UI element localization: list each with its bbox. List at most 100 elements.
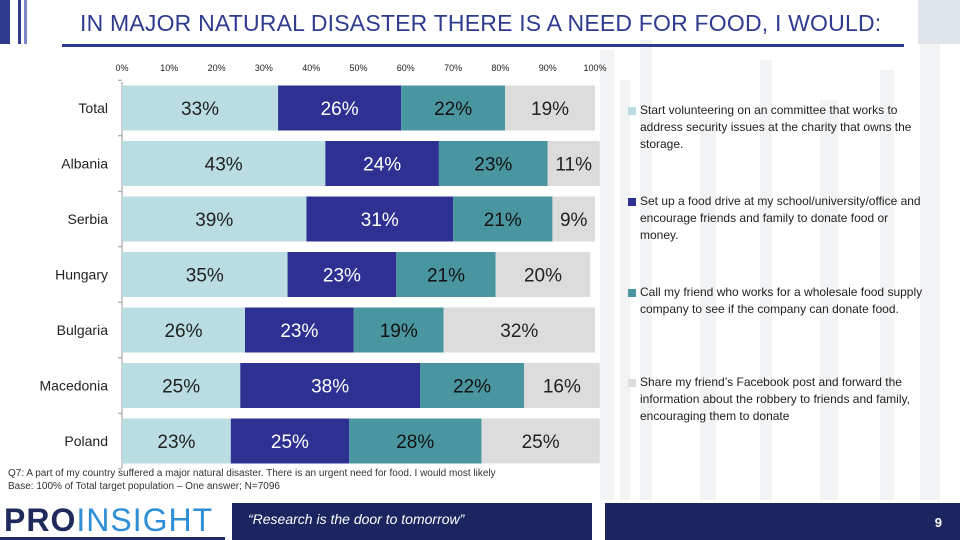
legend-label: Start volunteering on an committee that … bbox=[640, 103, 912, 151]
brand-logo: PROINSIGHT bbox=[4, 502, 213, 539]
category-label: Poland bbox=[64, 433, 108, 449]
legend-swatch bbox=[628, 107, 636, 115]
x-tick-label: 30% bbox=[255, 63, 273, 73]
x-axis-ticks: 0% 10% 20% 30% 40% 50% 60% 70% 80% 90% 100% bbox=[115, 63, 606, 73]
bar-segments bbox=[122, 85, 600, 464]
bar-segment bbox=[122, 418, 231, 464]
data-label: 22% bbox=[453, 377, 491, 398]
data-label: 16% bbox=[543, 377, 581, 398]
bar-segment bbox=[122, 307, 245, 353]
bar-segment bbox=[505, 85, 595, 131]
data-label: 22% bbox=[434, 99, 472, 120]
bar-segment bbox=[547, 141, 600, 186]
data-label: 24% bbox=[363, 155, 401, 176]
y-axis-tick-marks bbox=[118, 79, 122, 470]
data-label: 28% bbox=[396, 432, 434, 453]
legend-item-wholesale-friend: Call my friend who works for a wholesale… bbox=[628, 284, 928, 318]
x-tick-label: 50% bbox=[349, 63, 367, 73]
page-title: IN MAJOR NATURAL DISASTER THERE IS A NEE… bbox=[80, 10, 882, 36]
title-accent-line-light bbox=[24, 0, 27, 44]
data-label: 26% bbox=[321, 99, 359, 120]
data-label: 9% bbox=[560, 210, 588, 231]
data-label: 19% bbox=[531, 99, 569, 120]
bar-segment bbox=[122, 141, 326, 186]
slogan: “Research is the door to tomorrow” bbox=[248, 511, 465, 527]
data-label: 32% bbox=[500, 321, 538, 342]
bar-segment bbox=[122, 85, 279, 131]
legend-swatch bbox=[628, 198, 636, 206]
data-label: 25% bbox=[162, 377, 200, 398]
data-label: 31% bbox=[361, 210, 399, 231]
bar-segment bbox=[287, 252, 397, 297]
legend-label: Call my friend who works for a wholesale… bbox=[640, 285, 923, 316]
legend-swatch bbox=[628, 379, 636, 387]
legend-item-volunteer: Start volunteering on an committee that … bbox=[628, 102, 928, 153]
legend-swatch bbox=[628, 289, 636, 297]
legend-label: Share my friend’s Facebook post and forw… bbox=[640, 375, 910, 423]
data-label: 23% bbox=[474, 155, 512, 176]
bar-segment bbox=[122, 363, 241, 408]
x-tick-label: 90% bbox=[539, 63, 557, 73]
bar-segment bbox=[306, 196, 454, 242]
bar-segment bbox=[524, 363, 600, 408]
bar-segment bbox=[240, 363, 420, 408]
data-label: 23% bbox=[323, 266, 361, 287]
category-label: Serbia bbox=[68, 211, 109, 227]
title-accent-line bbox=[18, 0, 21, 44]
data-labels: 33% 26% 22% 19% 43% 24% 23% 11% 39% 31% 21% 9% 35% 23… bbox=[157, 99, 592, 453]
data-label: 21% bbox=[427, 266, 465, 287]
x-tick-label: 20% bbox=[208, 63, 226, 73]
bar-segment bbox=[552, 196, 595, 242]
data-label: 25% bbox=[522, 432, 560, 453]
title-underline bbox=[62, 4, 904, 47]
bar-segment bbox=[438, 141, 548, 186]
data-label: 23% bbox=[280, 321, 318, 342]
footnote-question: Q7: A part of my country suffered a majo… bbox=[8, 468, 496, 479]
brand-logo-pro: PRO bbox=[4, 502, 77, 538]
footnote-base: Base: 100% of Total target population – … bbox=[8, 481, 280, 492]
bar-segment bbox=[230, 418, 350, 464]
bar-segment bbox=[453, 196, 553, 242]
page-number: 9 bbox=[934, 515, 942, 530]
data-label: 25% bbox=[271, 432, 309, 453]
x-tick-label: 60% bbox=[397, 63, 415, 73]
data-label: 11% bbox=[555, 155, 592, 176]
x-tick-label: 10% bbox=[160, 63, 178, 73]
page-number-box bbox=[605, 503, 960, 540]
bar-segment bbox=[401, 85, 506, 131]
data-label: 43% bbox=[205, 155, 243, 176]
bar-segment bbox=[443, 307, 595, 353]
bar-segment bbox=[481, 418, 600, 464]
data-label: 38% bbox=[311, 377, 349, 398]
legend-item-share-post: Share my friend’s Facebook post and forw… bbox=[628, 374, 928, 425]
data-label: 19% bbox=[380, 321, 418, 342]
bar-segment bbox=[419, 363, 525, 408]
x-tick-label: 100% bbox=[583, 63, 606, 73]
x-tick-label: 70% bbox=[444, 63, 462, 73]
brand-logo-insight: INSIGHT bbox=[76, 502, 214, 538]
bar-segment bbox=[325, 141, 439, 186]
category-label: Albania bbox=[61, 156, 108, 172]
category-label: Hungary bbox=[55, 267, 108, 283]
bar-segment bbox=[122, 252, 288, 297]
corner-decoration bbox=[918, 0, 960, 44]
footnote: Q7: A part of my country suffered a majo… bbox=[8, 467, 496, 493]
data-label: 39% bbox=[195, 210, 233, 231]
category-label: Macedonia bbox=[40, 378, 109, 394]
data-label: 23% bbox=[157, 432, 195, 453]
x-tick-label: 80% bbox=[491, 63, 509, 73]
bar-segment bbox=[244, 307, 354, 353]
x-tick-label: 0% bbox=[115, 63, 128, 73]
bar-segment bbox=[495, 252, 591, 297]
slogan-box bbox=[232, 503, 592, 540]
bar-segment bbox=[349, 418, 482, 464]
data-label: 20% bbox=[524, 266, 562, 287]
category-labels: Total Albania Serbia Hungary Bulgaria Macedon… bbox=[40, 100, 109, 449]
bar-segment bbox=[396, 252, 496, 297]
category-label: Total bbox=[78, 100, 108, 116]
x-tick-label: 40% bbox=[302, 63, 320, 73]
data-label: 26% bbox=[164, 321, 202, 342]
title-accent-block bbox=[0, 0, 10, 44]
